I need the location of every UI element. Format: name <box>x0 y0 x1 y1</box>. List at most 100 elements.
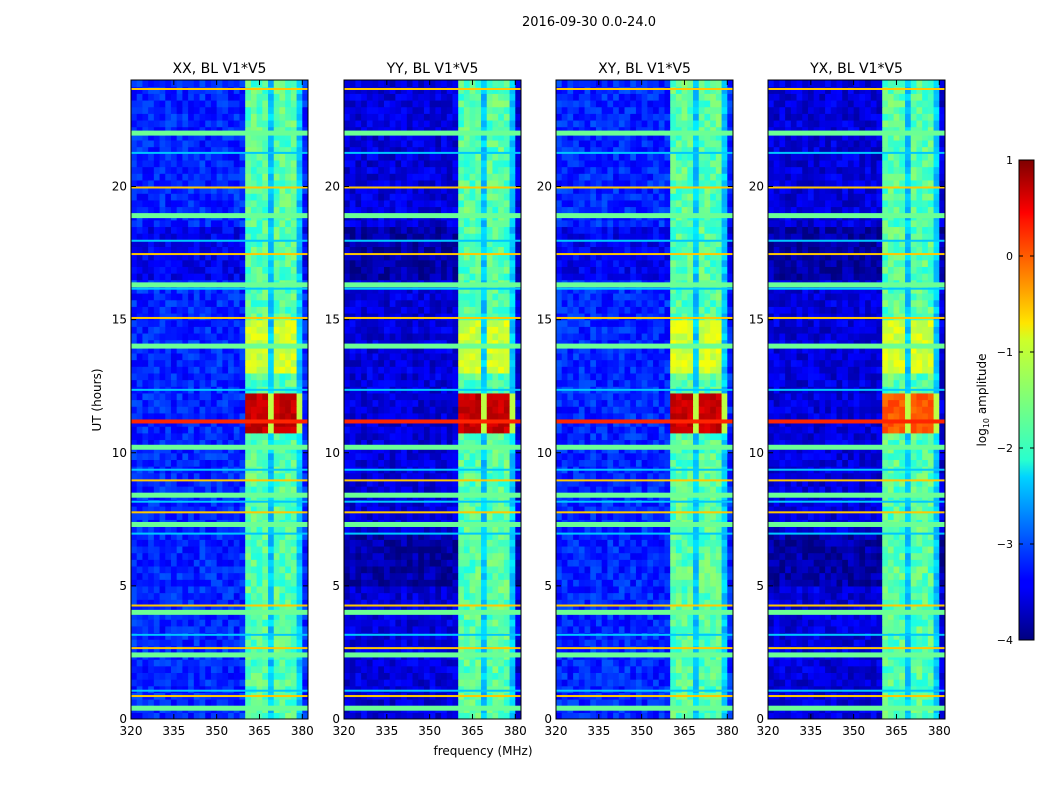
heatmap-cell <box>262 299 269 307</box>
heatmap-cell <box>136 499 144 507</box>
heatmap-cell <box>142 559 149 567</box>
heatmap-cell <box>199 499 206 507</box>
heatmap-cell <box>188 699 195 707</box>
heatmap-cell <box>361 572 368 580</box>
heatmap-cell <box>165 659 172 667</box>
heatmap-cell <box>498 559 505 567</box>
rfi-line <box>131 604 308 607</box>
heatmap-cell <box>159 239 166 248</box>
heatmap-cell <box>273 379 281 387</box>
heatmap-cell <box>268 93 275 101</box>
heatmap-cell <box>210 379 218 387</box>
heatmap-cell <box>153 166 161 174</box>
heatmap-cell <box>361 545 368 554</box>
heatmap-cell <box>239 685 246 693</box>
heatmap-cell <box>285 432 292 441</box>
heatmap-cell <box>148 226 155 234</box>
heatmap-cell <box>481 412 488 421</box>
heatmap-cell <box>296 499 303 507</box>
heatmap-cell <box>435 479 442 487</box>
heatmap-cell <box>296 619 303 627</box>
heatmap-cell <box>228 253 235 261</box>
heatmap-cell <box>233 246 241 254</box>
heatmap-cell <box>142 459 149 467</box>
heatmap-cell <box>165 712 172 719</box>
heatmap-cell <box>142 193 149 201</box>
heatmap-cell <box>412 379 419 387</box>
heatmap-cell <box>463 506 471 514</box>
heatmap-cell <box>446 392 454 401</box>
heatmap-cell <box>170 179 178 188</box>
heatmap-cell <box>228 612 235 620</box>
heatmap-cell <box>372 499 379 507</box>
heatmap-cell <box>256 605 263 614</box>
heatmap-cell <box>279 139 286 148</box>
heatmap-cell <box>290 372 298 381</box>
heatmap-cell <box>170 559 178 567</box>
heatmap-cell <box>182 486 189 494</box>
heatmap-cell <box>136 239 144 248</box>
heatmap-cell <box>268 685 275 693</box>
heatmap-cell <box>458 412 465 421</box>
heatmap-cell <box>142 426 149 434</box>
heatmap-cell <box>159 579 166 587</box>
heatmap-cell <box>136 585 144 594</box>
heatmap-cell <box>222 406 229 414</box>
heatmap-cell <box>279 612 286 620</box>
heatmap-cell <box>176 372 183 381</box>
heatmap-cell <box>170 639 178 647</box>
heatmap-cell <box>233 286 241 294</box>
heatmap-cell <box>273 572 281 580</box>
heatmap-cell <box>216 512 223 520</box>
heatmap-cell <box>193 459 201 467</box>
heatmap-cell <box>492 632 499 640</box>
heatmap-cell <box>176 286 183 294</box>
heatmap-cell <box>290 579 298 587</box>
heatmap-cell <box>503 539 511 547</box>
heatmap-cell <box>469 472 476 480</box>
heatmap-cell <box>205 439 212 447</box>
heatmap-cell <box>222 565 229 574</box>
heatmap-cell <box>361 479 368 487</box>
heatmap-cell <box>148 293 155 301</box>
heatmap-cell <box>216 352 223 361</box>
heatmap-cell <box>188 153 195 161</box>
heatmap-cell <box>153 312 161 321</box>
heatmap-cell <box>233 486 241 494</box>
heatmap-cell <box>475 592 482 600</box>
heatmap-cell <box>273 359 281 367</box>
heatmap-cell <box>188 319 195 327</box>
heatmap-cell <box>136 346 144 354</box>
heatmap-cell <box>285 273 292 281</box>
heatmap-cell <box>131 532 138 540</box>
heatmap-cell <box>429 452 436 461</box>
heatmap-cell <box>302 146 308 154</box>
heatmap-cell <box>233 439 241 447</box>
heatmap-cell <box>136 199 144 208</box>
heatmap-cell <box>216 159 223 168</box>
heatmap-cell <box>509 312 516 321</box>
heatmap-cell <box>176 639 183 647</box>
heatmap-cell <box>279 173 286 181</box>
heatmap-cell <box>441 406 448 414</box>
heatmap-cell <box>199 479 206 487</box>
heatmap-cell <box>395 332 402 341</box>
heatmap-cell <box>228 219 235 228</box>
heatmap-cell <box>492 339 499 347</box>
rfi-line <box>131 239 308 242</box>
heatmap-cell <box>245 612 252 620</box>
heatmap-cell <box>389 439 396 447</box>
heatmap-cell <box>268 599 275 607</box>
heatmap-cell <box>210 459 218 467</box>
heatmap-cell <box>435 399 442 407</box>
heatmap-cell <box>302 619 308 627</box>
heatmap-cell <box>446 499 454 507</box>
heatmap-cell <box>262 119 269 128</box>
heatmap-cell <box>199 612 206 620</box>
heatmap-cell <box>148 459 155 467</box>
heatmap-cell <box>279 619 286 627</box>
heatmap-cell <box>250 612 258 620</box>
heatmap-cell <box>262 99 269 108</box>
heatmap-cell <box>406 366 414 374</box>
heatmap-cell <box>412 392 419 401</box>
